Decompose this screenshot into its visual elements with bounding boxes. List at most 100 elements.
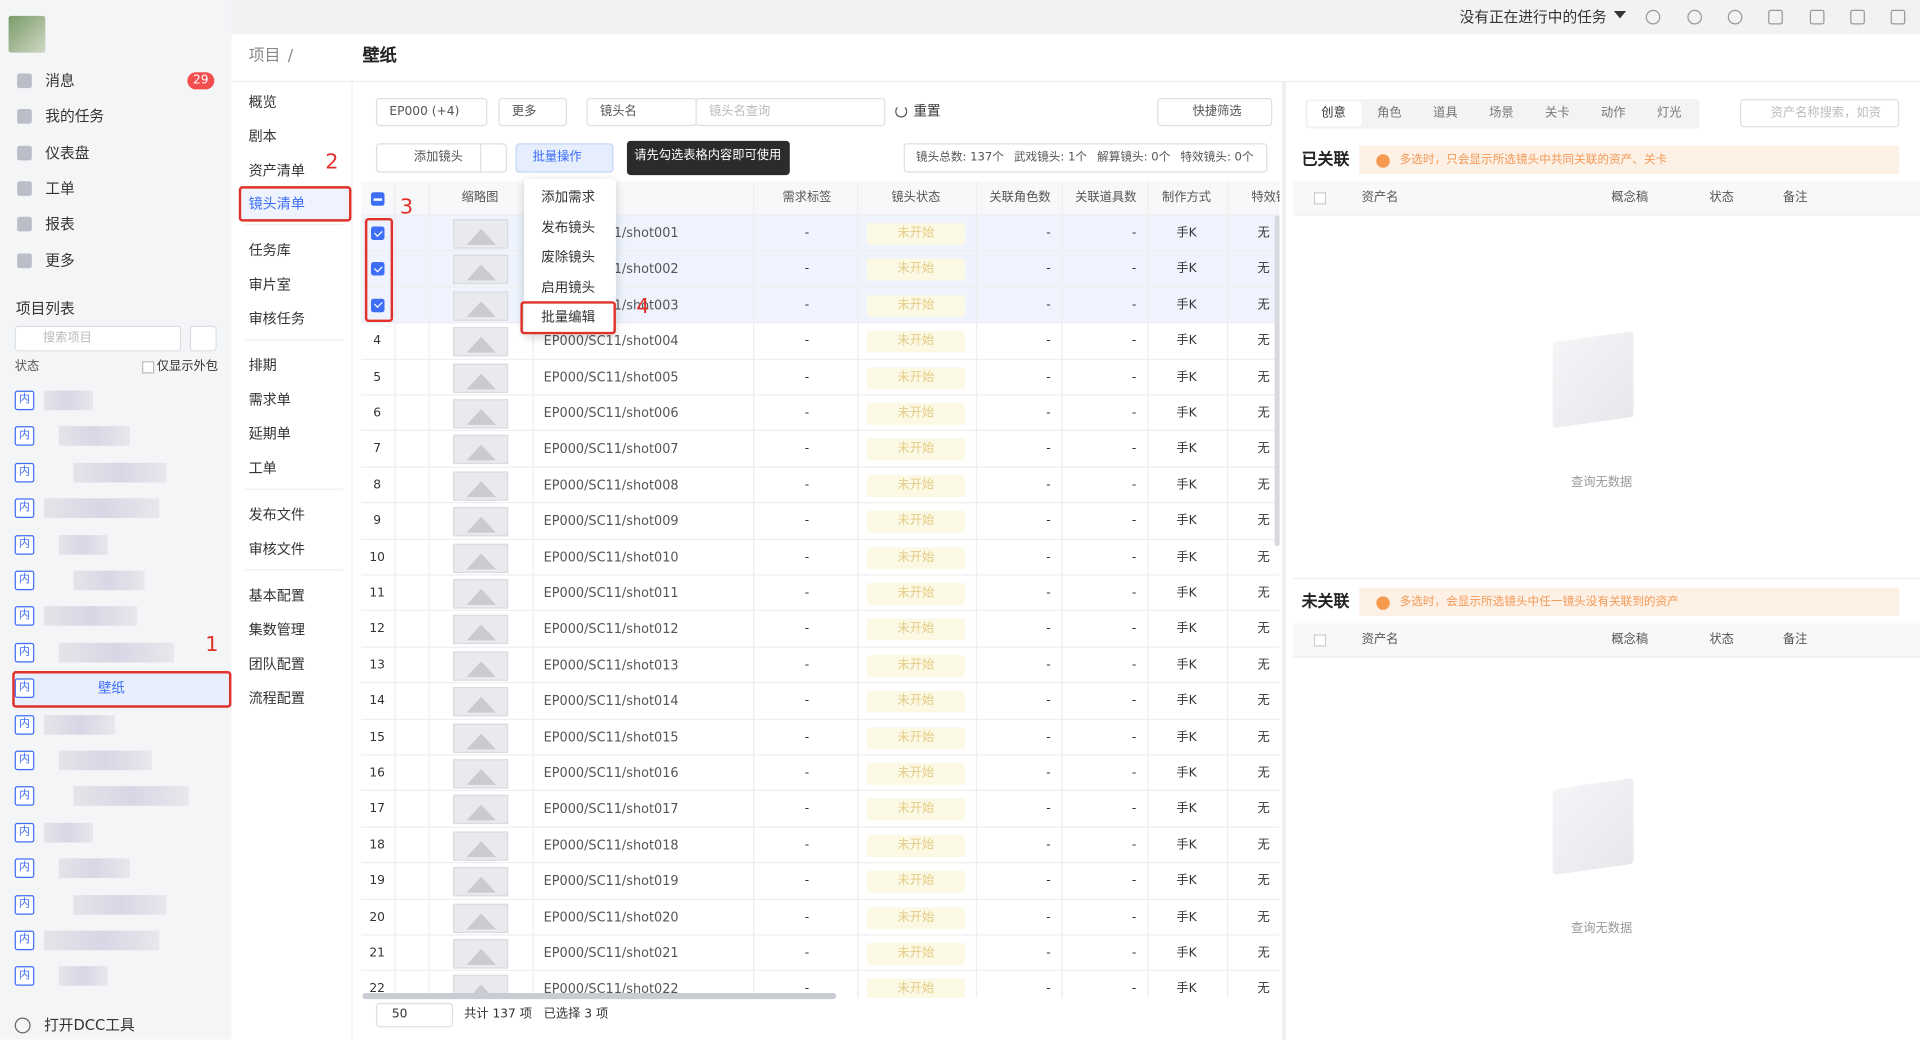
nav-item[interactable]: 我的任务: [45, 108, 105, 126]
project-nav-item[interactable]: 概览: [248, 93, 277, 111]
more-select[interactable]: 更多: [498, 97, 567, 127]
shot-name[interactable]: EP000/SC11/shot016: [543, 766, 679, 781]
nav-item[interactable]: 更多: [45, 251, 75, 269]
shot-name[interactable]: EP000/SC11/shot017: [543, 802, 679, 817]
menu-item[interactable]: 批量编辑: [541, 309, 596, 326]
asset-header-checkbox[interactable]: [1313, 192, 1327, 205]
field-select[interactable]: 镜头名: [586, 97, 697, 127]
add-project[interactable]: [189, 325, 217, 352]
menu-item[interactable]: 添加需求: [541, 189, 596, 206]
project-tag[interactable]: 内: [14, 714, 35, 735]
project-search[interactable]: 搜索项目: [14, 325, 182, 352]
window-icon[interactable]: [1768, 9, 1783, 25]
nav-icon[interactable]: [17, 109, 32, 125]
project-nav-item[interactable]: 审核任务: [248, 310, 305, 328]
project-tag[interactable]: 内: [14, 498, 35, 519]
project-nav-item[interactable]: 剧本: [248, 127, 277, 145]
add-shot[interactable]: 添加镜头: [375, 143, 507, 173]
asset-header-checkbox[interactable]: [1313, 634, 1327, 647]
project-tag[interactable]: 内: [14, 462, 35, 483]
project-tag[interactable]: 内: [14, 678, 35, 699]
shot-name[interactable]: EP000/SC11/shot020: [543, 910, 679, 925]
window-icon[interactable]: [1687, 9, 1703, 25]
shot-name[interactable]: EP000/SC11/shot022: [543, 982, 679, 997]
menu-item[interactable]: 启用镜头: [541, 279, 596, 296]
shot-name[interactable]: EP000/SC11/shot005: [543, 370, 679, 385]
project-tag[interactable]: 内: [14, 858, 35, 879]
menu-item[interactable]: 发布镜头: [541, 219, 596, 236]
project-tag[interactable]: 内: [14, 606, 35, 627]
asset-tab[interactable]: 场景: [1489, 106, 1514, 121]
nav-item[interactable]: 仪表盘: [45, 143, 90, 162]
shot-name[interactable]: EP000/SC11/shot014: [543, 694, 679, 709]
outsource-label[interactable]: 仅显示外包: [156, 360, 218, 374]
outsource-checkbox[interactable]: [142, 361, 155, 374]
row-checkbox[interactable]: [371, 298, 385, 312]
window-icon[interactable]: [1645, 9, 1661, 25]
page-size[interactable]: 50: [375, 1002, 454, 1028]
footer-link[interactable]: 打开DCC工具: [44, 1016, 135, 1034]
dcc-icon[interactable]: [14, 1017, 31, 1034]
shot-name[interactable]: EP000/SC11/shot008: [543, 478, 679, 493]
nav-icon[interactable]: [17, 73, 32, 89]
asset-tab[interactable]: 关卡: [1545, 106, 1570, 121]
task-status[interactable]: 没有正在进行中的任务: [1459, 8, 1607, 26]
nav-icon[interactable]: [17, 181, 32, 196]
project-name[interactable]: 壁纸: [97, 680, 125, 697]
shot-name[interactable]: EP000/SC11/shot021: [543, 946, 679, 961]
shot-name[interactable]: EP000/SC11/shot009: [543, 514, 679, 529]
project-tag[interactable]: 内: [14, 930, 35, 951]
window-icon[interactable]: [1727, 9, 1743, 25]
nav-item[interactable]: 报表: [45, 215, 75, 233]
asset-tab[interactable]: 角色: [1377, 106, 1402, 121]
asset-tab[interactable]: 动作: [1601, 106, 1626, 121]
row-checkbox[interactable]: [371, 226, 385, 241]
project-nav-item[interactable]: 排期: [248, 356, 277, 374]
project-nav-item[interactable]: 工单: [248, 459, 277, 477]
project-nav-item[interactable]: 流程配置: [248, 689, 305, 707]
shot-name[interactable]: EP000/SC11/shot011: [543, 586, 679, 601]
shot-name[interactable]: EP000/SC11/shot006: [543, 406, 679, 421]
shot-name[interactable]: EP000/SC11/shot015: [543, 730, 679, 745]
project-tag[interactable]: 内: [14, 534, 35, 555]
nav-item[interactable]: 消息: [45, 72, 75, 90]
shot-name[interactable]: EP000/SC11/shot012: [543, 622, 679, 637]
asset-search[interactable]: 资产名称搜索，如资: [1740, 99, 1900, 128]
filter[interactable]: 状态: [14, 360, 40, 374]
asset-tab[interactable]: 灯光: [1656, 106, 1682, 121]
episode-select[interactable]: EP000 (+4): [375, 97, 488, 127]
window-icon[interactable]: [1890, 9, 1906, 25]
window-icon[interactable]: [1809, 9, 1825, 25]
project-nav-item[interactable]: 发布文件: [248, 506, 305, 524]
shot-name[interactable]: EP000/SC11/shot007: [543, 442, 679, 457]
row-checkbox[interactable]: [371, 262, 385, 276]
project-nav-item[interactable]: 需求单: [248, 390, 291, 409]
nav-icon[interactable]: [17, 216, 32, 232]
project-tag[interactable]: 内: [14, 642, 35, 663]
project-tag[interactable]: 内: [14, 570, 35, 591]
quick-filter[interactable]: 快捷筛选: [1157, 97, 1273, 127]
shot-name[interactable]: EP000/SC11/shot004: [543, 334, 679, 349]
reset-button[interactable]: 重置: [913, 103, 941, 120]
project-nav-item[interactable]: 延期单: [248, 425, 291, 443]
project-tag[interactable]: 内: [14, 390, 35, 411]
nav-icon[interactable]: [17, 252, 32, 268]
shot-name[interactable]: EP000/SC11/shot019: [543, 874, 679, 889]
nav-item[interactable]: 工单: [45, 179, 75, 198]
query-input[interactable]: 镜头名查询: [695, 97, 886, 127]
breadcrumb-root[interactable]: 项目: [248, 47, 281, 66]
project-tag[interactable]: 内: [14, 966, 35, 987]
menu-item[interactable]: 废除镜头: [541, 249, 596, 266]
project-tag[interactable]: 内: [14, 786, 35, 807]
project-nav-item[interactable]: 团队配置: [248, 655, 305, 673]
project-nav-item[interactable]: 资产清单: [248, 161, 305, 180]
shot-name[interactable]: EP000/SC11/shot010: [543, 550, 679, 565]
project-nav-item[interactable]: 镜头清单: [248, 195, 305, 213]
shot-name[interactable]: EP000/SC11/shot018: [543, 838, 679, 853]
reset-icon[interactable]: [895, 105, 908, 118]
task-dropdown[interactable]: [1613, 11, 1627, 19]
project-tag[interactable]: 内: [14, 750, 35, 771]
window-icon[interactable]: [1850, 9, 1865, 25]
project-tag[interactable]: 内: [14, 426, 35, 447]
project-nav-item[interactable]: 基本配置: [248, 586, 305, 604]
